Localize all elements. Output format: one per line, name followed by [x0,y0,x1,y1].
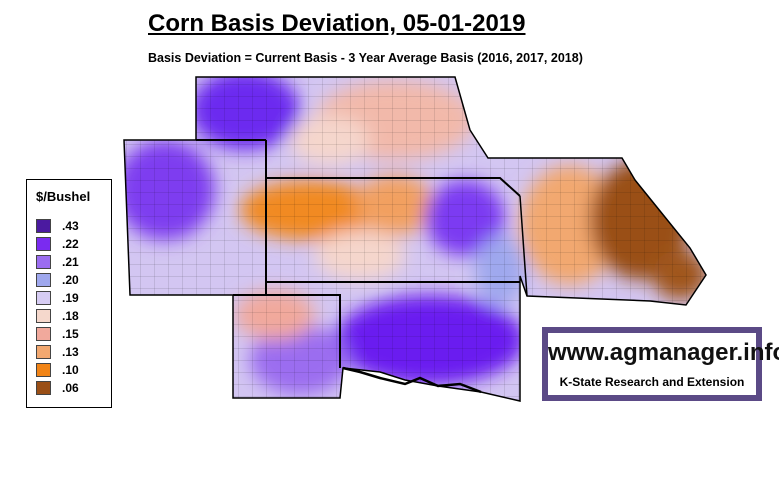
legend-label: .19 [62,291,79,305]
legend-label: .43 [62,219,79,233]
legend-swatch [36,237,51,251]
map-subtitle: Basis Deviation = Current Basis - 3 Year… [148,51,583,65]
legend-swatch [36,363,51,377]
legend-label: .20 [62,273,79,287]
legend-label: .22 [62,237,79,251]
agmanager-logo: www.agmanager.info K-State Research and … [542,327,779,401]
map-title: Corn Basis Deviation, 05-01-2019 [148,10,526,37]
legend-swatch [36,219,51,233]
legend-label: .18 [62,309,79,323]
legend-label: .21 [62,255,79,269]
legend-swatch [36,273,51,287]
legend: $/Bushel .43 .22 .21 .20 .19 .18 .15 .13 .10 .06 [26,179,112,408]
legend-swatch [36,309,51,323]
logo-inner: www.agmanager.info K-State Research and … [548,333,779,395]
red-river-border [342,366,482,394]
legend-label: .06 [62,381,79,395]
legend-swatch [36,255,51,269]
logo-url-text: www.agmanager.info [548,339,779,366]
legend-title: $/Bushel [36,189,91,204]
legend-label: .13 [62,345,79,359]
logo-org-text: K-State Research and Extension [559,375,745,389]
legend-swatch [36,327,51,341]
legend-swatch [36,345,51,359]
legend-swatch [36,291,51,305]
legend-label: .15 [62,327,79,341]
nebraska-kansas-border [266,177,521,197]
texas-panhandle-border [233,294,341,368]
legend-label: .10 [62,363,79,377]
legend-swatch [36,381,51,395]
kansas-missouri-border [519,195,528,297]
